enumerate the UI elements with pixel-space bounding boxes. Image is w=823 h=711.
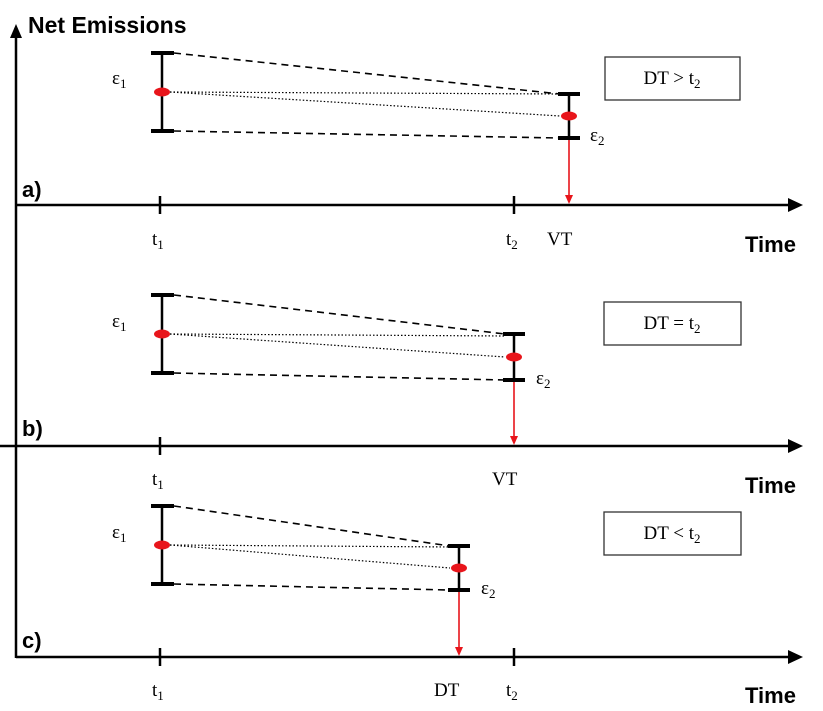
time-label-b: Time	[745, 473, 796, 498]
eps1-label-c: ε1	[112, 522, 126, 545]
tick-label-vt-a: VT	[547, 229, 573, 250]
eps1-label-a: ε1	[112, 68, 126, 91]
dashed-upper-b	[173, 294, 506, 335]
tick-label-t2-a: t2	[506, 229, 518, 252]
eps2-label-a: ε2	[590, 125, 604, 148]
point-eps1-c	[154, 540, 170, 550]
eps1-label-b: ε1	[112, 311, 126, 334]
dashed-lower-c	[173, 583, 451, 591]
condition-box-a	[604, 56, 741, 101]
x-axis-c-arrowhead	[788, 650, 803, 664]
time-label-a: Time	[745, 232, 796, 257]
tick-label-t1-b: t1	[152, 469, 164, 492]
point-eps1-a	[154, 87, 170, 97]
red-arrowhead-b	[510, 436, 518, 445]
panel-b: b) Time t1 VT ε1 ε2 DT = t2	[0, 293, 803, 498]
dashed-upper-a	[173, 52, 561, 95]
point-eps1-b	[154, 329, 170, 339]
condition-text-c: DT < t2	[644, 523, 701, 546]
point-eps2-b	[506, 352, 522, 362]
point-eps2-c	[451, 563, 467, 573]
tick-label-t1-c: t1	[152, 680, 164, 703]
red-arrowhead-c	[455, 647, 463, 656]
dashed-lower-b	[173, 372, 506, 381]
panel-c: c) Time t1 DT t2 ε1 ε2 DT < t2	[16, 504, 803, 708]
dashed-upper-c	[173, 505, 451, 547]
condition-box-b	[603, 301, 742, 346]
dotted-mid-upper-b	[169, 333, 506, 337]
eps2-label-b: ε2	[536, 368, 550, 391]
red-arrowhead-a	[565, 195, 573, 204]
panel-a: a) Time t1 t2 VT ε1 ε2 DT > t2	[16, 51, 803, 257]
condition-text-a: DT > t2	[644, 68, 701, 91]
tick-label-t2-c: t2	[506, 680, 518, 703]
dotted-mid-upper-c	[169, 544, 451, 548]
dotted-mid-lower-b	[169, 333, 506, 358]
y-axis-label: Net Emissions	[28, 12, 187, 38]
condition-text-b: DT = t2	[644, 313, 701, 336]
time-label-c: Time	[745, 683, 796, 708]
dotted-mid-upper-a	[169, 91, 561, 95]
tick-label-dt-c: DT	[434, 680, 460, 701]
tick-label-t1-a: t1	[152, 229, 164, 252]
panel-a-label: a)	[22, 177, 42, 202]
dotted-mid-lower-c	[169, 544, 451, 569]
panel-b-label: b)	[22, 416, 43, 441]
x-axis-b-arrowhead	[788, 439, 803, 453]
eps2-label-c: ε2	[481, 578, 495, 601]
tick-label-vt-b: VT	[492, 469, 518, 490]
x-axis-a-arrowhead	[788, 198, 803, 212]
condition-box-c	[603, 511, 742, 556]
point-eps2-a	[561, 111, 577, 121]
panel-c-label: c)	[22, 628, 42, 653]
y-axis-arrowhead	[10, 24, 22, 38]
dotted-mid-lower-a	[169, 91, 561, 117]
dashed-lower-a	[173, 130, 561, 139]
